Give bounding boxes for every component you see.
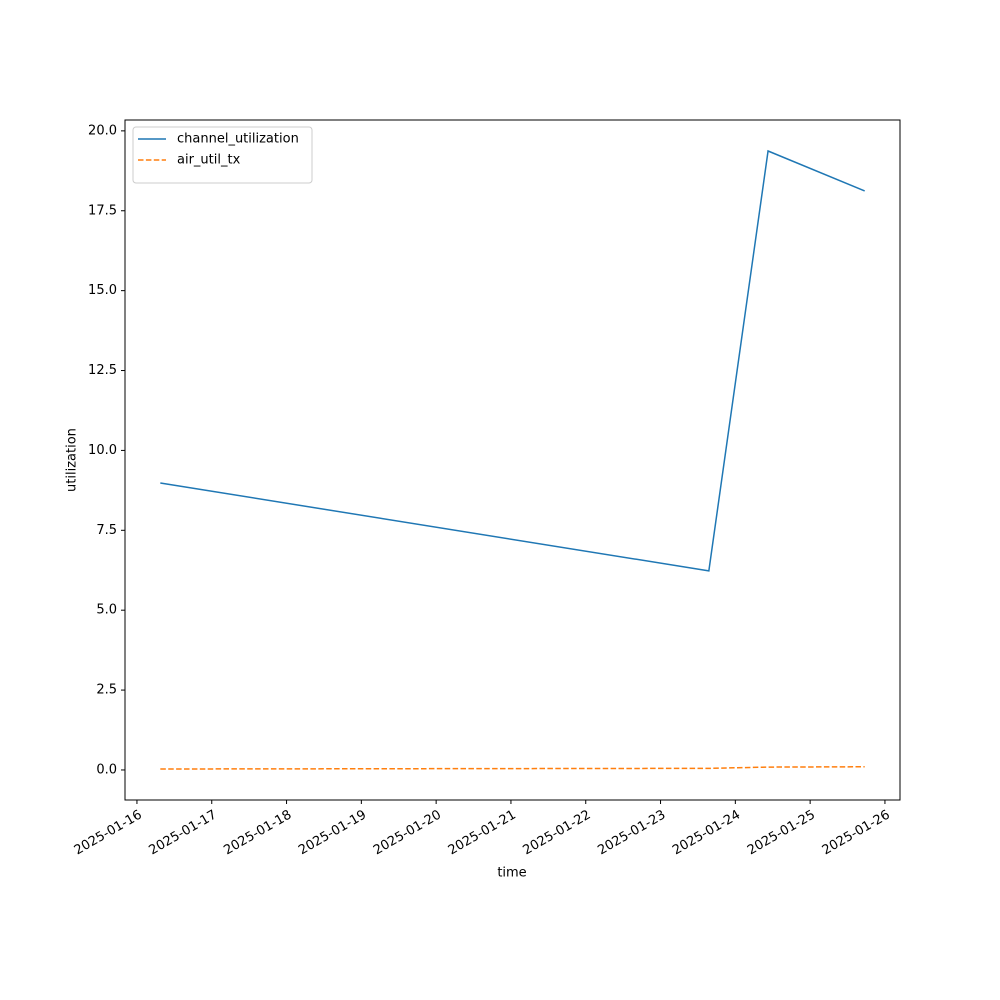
legend-label: air_util_tx (177, 153, 241, 168)
line-series (160, 766, 865, 770)
y-tick-label: 7.5 (96, 523, 117, 538)
y-tick-label: 5.0 (96, 603, 117, 618)
line-series (160, 149, 865, 572)
y-tick-label: 17.5 (88, 203, 117, 218)
y-tick-label: 0.0 (96, 762, 117, 777)
y-tick-label: 2.5 (96, 683, 117, 698)
y-tick-label: 20.0 (88, 123, 117, 138)
x-axis-label: time (497, 866, 526, 881)
y-tick-label: 10.0 (88, 443, 117, 458)
y-tick-label: 12.5 (88, 363, 117, 378)
legend-box (132, 126, 313, 184)
y-tick-label: 15.0 (88, 283, 117, 298)
y-axis-label: utilization (65, 428, 80, 492)
legend-label: channel_utilization (177, 132, 299, 147)
plot-frame (124, 119, 901, 801)
